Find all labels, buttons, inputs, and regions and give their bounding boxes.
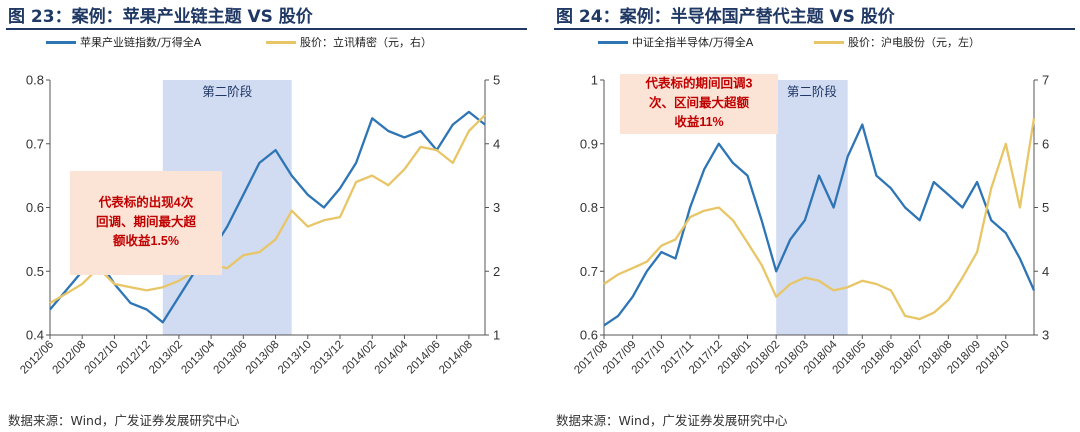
y-tick-label-left: 0.6 bbox=[580, 328, 598, 343]
chart-title: 图 23：案例：苹果产业链主题 VS 股价 bbox=[8, 7, 313, 27]
y-tick-label-left: 0.7 bbox=[580, 264, 598, 279]
shaded-region-stage-2 bbox=[776, 80, 848, 335]
x-tick-label: 2013/06 bbox=[212, 339, 250, 377]
y-tick-label-left: 0.8 bbox=[580, 200, 598, 215]
legend-item-index: 中证全指半导体/万得全A bbox=[598, 34, 753, 50]
annotation-line: 收益11% bbox=[674, 114, 723, 129]
series-line-price bbox=[49, 114, 486, 305]
x-tick-label: 2014/04 bbox=[373, 338, 411, 376]
y-tick-label-left: 0.5 bbox=[26, 264, 44, 279]
x-tick-label: 2014/02 bbox=[340, 339, 378, 377]
line-chart-semiconductor: 第二阶段0.60.70.80.91345672017/082017/092017… bbox=[572, 73, 1049, 377]
line-chart-apple: 第二阶段0.40.50.60.70.8123452012/062012/0820… bbox=[18, 73, 500, 377]
shaded-region-label: 第二阶段 bbox=[787, 84, 837, 99]
y-tick-label-right: 7 bbox=[1042, 73, 1049, 88]
y-tick-label-left: 0.7 bbox=[26, 136, 44, 151]
legend-swatch-price bbox=[814, 40, 844, 44]
legend-label-price: 股价：沪电股份（元，左） bbox=[848, 36, 980, 49]
annotation-text: 代表标的出现4次回调、期间最大超额收益1.5% bbox=[96, 194, 197, 248]
y-tick-label-right: 4 bbox=[1042, 264, 1049, 279]
annotation-line: 次、区间最大超额 bbox=[649, 95, 750, 110]
chart-panel-apple: 图 23：案例：苹果产业链主题 VS 股价 苹果产业链指数/万得全A 股价：立讯… bbox=[4, 0, 529, 432]
y-tick-label-right: 1 bbox=[493, 328, 500, 343]
x-tick-label: 2012/12 bbox=[115, 339, 153, 377]
annotation-text: 代表标的期间回调3 次、区间最大超额收益11% bbox=[645, 75, 753, 129]
x-tick-label: 2012/06 bbox=[18, 339, 56, 377]
legend-item-price: 股价：沪电股份（元，左） bbox=[814, 34, 980, 50]
y-tick-label-right: 5 bbox=[1042, 200, 1049, 215]
x-tick-label: 2013/12 bbox=[308, 339, 346, 377]
source-note: 数据来源：Wind，广发证券发展研究中心 bbox=[556, 413, 788, 428]
title-divider bbox=[554, 28, 1075, 30]
y-tick-label-left: 1 bbox=[591, 73, 598, 88]
legend-swatch-price bbox=[266, 40, 296, 44]
chart-title: 图 24：案例：半导体国产替代主题 VS 股价 bbox=[556, 7, 895, 27]
annotation-line: 额收益1.5% bbox=[113, 233, 179, 248]
annotation-line: 回调、期间最大超 bbox=[96, 214, 197, 229]
series-line-index bbox=[49, 110, 486, 324]
series-line-price bbox=[603, 118, 1036, 321]
y-tick-label-right: 6 bbox=[1042, 136, 1049, 151]
series-line-index bbox=[603, 123, 1036, 327]
y-tick-label-right: 3 bbox=[1042, 328, 1049, 343]
x-tick-label: 2013/08 bbox=[244, 339, 282, 377]
source-note: 数据来源：Wind，广发证券发展研究中心 bbox=[8, 413, 240, 428]
legend: 苹果产业链指数/万得全A 股价：立讯精密（元，右） bbox=[4, 34, 529, 52]
y-tick-label-left: 0.8 bbox=[26, 73, 44, 88]
annotation-line: 代表标的期间回调3 bbox=[645, 75, 753, 90]
y-tick-label-right: 2 bbox=[493, 264, 500, 279]
y-tick-label-right: 5 bbox=[493, 73, 500, 88]
y-tick-label-left: 0.6 bbox=[26, 200, 44, 215]
legend-item-index: 苹果产业链指数/万得全A bbox=[46, 34, 201, 50]
y-tick-label-left: 0.9 bbox=[580, 136, 598, 151]
annotation-box bbox=[620, 74, 778, 134]
legend-label-index: 苹果产业链指数/万得全A bbox=[80, 36, 202, 49]
legend: 中证全指半导体/万得全A 股价：沪电股份（元，左） bbox=[552, 34, 1077, 52]
y-tick-label-left: 0.4 bbox=[26, 328, 44, 343]
x-tick-label: 2013/10 bbox=[276, 339, 314, 377]
legend-swatch-index bbox=[46, 40, 76, 44]
legend-swatch-index bbox=[598, 40, 628, 44]
chart-panel-semiconductor: 图 24：案例：半导体国产替代主题 VS 股价 中证全指半导体/万得全A 股价：… bbox=[552, 0, 1077, 432]
x-tick-label: 2014/06 bbox=[405, 339, 443, 377]
shaded-region-label: 第二阶段 bbox=[202, 84, 252, 99]
x-tick-label: 2013/04 bbox=[179, 338, 217, 376]
x-tick-label: 2012/10 bbox=[83, 339, 121, 377]
legend-label-price: 股价：立讯精密（元，右） bbox=[300, 36, 432, 49]
legend-label-index: 中证全指半导体/万得全A bbox=[632, 36, 754, 49]
y-tick-label-right: 3 bbox=[493, 200, 500, 215]
x-tick-label: 2012/08 bbox=[50, 339, 88, 377]
annotation-line: 代表标的出现4次 bbox=[98, 194, 194, 209]
y-tick-label-right: 4 bbox=[493, 136, 500, 151]
title-divider bbox=[6, 28, 527, 30]
x-tick-label: 2014/08 bbox=[437, 339, 475, 377]
x-tick-label: 2013/02 bbox=[147, 339, 185, 377]
annotation-box bbox=[70, 171, 222, 275]
legend-item-price: 股价：立讯精密（元，右） bbox=[266, 34, 432, 50]
